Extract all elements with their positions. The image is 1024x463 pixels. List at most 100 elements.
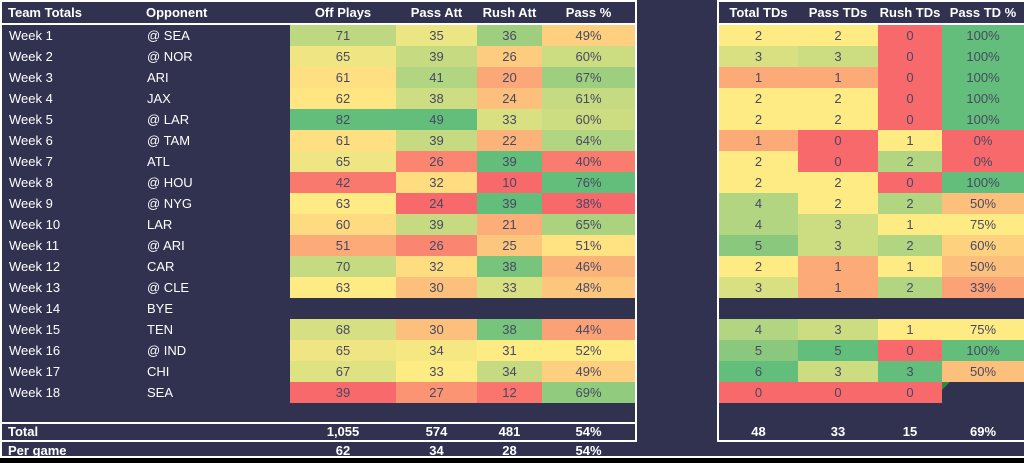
rush-att-cell[interactable]: 20 bbox=[477, 67, 542, 88]
header-pass-td-pct[interactable]: Pass TD % bbox=[949, 5, 1017, 20]
total-tds-cell[interactable]: 2 bbox=[719, 172, 798, 193]
pass-td-pct-cell[interactable]: 100% bbox=[942, 67, 1024, 88]
per-game-pass-pct-cell[interactable]: 54% bbox=[575, 443, 602, 458]
off-plays-cell[interactable]: 65 bbox=[290, 151, 396, 172]
week-label-cell[interactable]: Week 12 bbox=[9, 259, 61, 274]
rush-tds-cell[interactable]: 0 bbox=[878, 88, 942, 109]
rush-tds-cell[interactable]: 2 bbox=[878, 151, 942, 172]
pass-tds-cell[interactable]: 2 bbox=[798, 193, 878, 214]
rush-tds-cell[interactable]: 0 bbox=[878, 172, 942, 193]
pass-td-pct-cell[interactable]: 33% bbox=[942, 277, 1024, 298]
rush-att-cell[interactable]: 26 bbox=[477, 46, 542, 67]
pass-att-cell[interactable]: 30 bbox=[396, 319, 477, 340]
pass-td-pct-cell[interactable]: 50% bbox=[942, 361, 1024, 382]
pass-att-cell[interactable]: 30 bbox=[396, 277, 477, 298]
total-tds-cell[interactable]: 5 bbox=[719, 340, 798, 361]
opponent-cell[interactable]: ATL bbox=[147, 154, 170, 169]
week-label-cell[interactable]: Week 1 bbox=[9, 28, 53, 43]
pass-td-pct-cell[interactable]: 100% bbox=[942, 46, 1024, 67]
week-label-cell[interactable]: Week 9 bbox=[9, 196, 53, 211]
rush-att-cell[interactable]: 36 bbox=[477, 25, 542, 46]
opponent-cell[interactable]: @ IND bbox=[147, 343, 187, 358]
pass-pct-cell[interactable]: 51% bbox=[542, 235, 635, 256]
week-label-cell[interactable]: Week 15 bbox=[9, 322, 61, 337]
rush-tds-cell[interactable]: 2 bbox=[878, 235, 942, 256]
week-label-cell[interactable]: Week 4 bbox=[9, 91, 53, 106]
rush-att-cell[interactable]: 25 bbox=[477, 235, 542, 256]
pass-td-pct-cell[interactable]: 0% bbox=[942, 130, 1024, 151]
pass-att-cell[interactable]: 33 bbox=[396, 361, 477, 382]
total-pass-pct-cell[interactable]: 54% bbox=[575, 424, 602, 439]
total-off-plays-cell[interactable]: 1,055 bbox=[326, 424, 360, 439]
opponent-cell[interactable]: @ NYG bbox=[147, 196, 192, 211]
pass-tds-cell[interactable]: 3 bbox=[798, 46, 878, 67]
pass-pct-cell[interactable]: 49% bbox=[542, 361, 635, 382]
rush-tds-cell[interactable]: 1 bbox=[878, 214, 942, 235]
total-pass-tds-cell[interactable]: 33 bbox=[830, 424, 846, 439]
pass-tds-cell[interactable]: 3 bbox=[798, 319, 878, 340]
rush-tds-cell[interactable]: 1 bbox=[878, 256, 942, 277]
opponent-cell[interactable]: @ ARI bbox=[147, 238, 185, 253]
rush-att-cell[interactable]: 12 bbox=[477, 382, 542, 403]
opponent-cell[interactable]: BYE bbox=[147, 301, 174, 316]
total-rush-att-cell[interactable]: 481 bbox=[498, 424, 521, 439]
header-total-tds[interactable]: Total TDs bbox=[729, 5, 788, 20]
opponent-cell[interactable]: @ TAM bbox=[147, 133, 191, 148]
off-plays-cell[interactable]: 60 bbox=[290, 214, 396, 235]
pass-pct-cell[interactable]: 65% bbox=[542, 214, 635, 235]
total-label[interactable]: Total bbox=[8, 424, 39, 439]
pass-att-cell[interactable]: 39 bbox=[396, 130, 477, 151]
pass-tds-cell[interactable]: 1 bbox=[798, 256, 878, 277]
rush-tds-cell[interactable]: 2 bbox=[878, 193, 942, 214]
pass-pct-cell[interactable]: 52% bbox=[542, 340, 635, 361]
pass-pct-cell[interactable]: 69% bbox=[542, 382, 635, 403]
off-plays-cell[interactable]: 70 bbox=[290, 256, 396, 277]
pass-td-pct-cell[interactable]: 50% bbox=[942, 193, 1024, 214]
pass-td-pct-cell[interactable]: 60% bbox=[942, 235, 1024, 256]
off-plays-cell[interactable]: 61 bbox=[290, 130, 396, 151]
pass-td-pct-cell[interactable]: 75% bbox=[942, 214, 1024, 235]
opponent-cell[interactable]: @ SEA bbox=[147, 28, 190, 43]
pass-tds-cell[interactable]: 1 bbox=[798, 277, 878, 298]
total-rush-tds-cell[interactable]: 15 bbox=[902, 424, 918, 439]
pass-pct-cell[interactable]: 44% bbox=[542, 319, 635, 340]
week-label-cell[interactable]: Week 7 bbox=[9, 154, 53, 169]
week-label-cell[interactable]: Week 5 bbox=[9, 112, 53, 127]
per-game-off-plays-cell[interactable]: 62 bbox=[335, 443, 351, 458]
total-tds-cell[interactable]: 2 bbox=[719, 88, 798, 109]
pass-tds-cell[interactable]: 0 bbox=[798, 151, 878, 172]
off-plays-cell[interactable]: 51 bbox=[290, 235, 396, 256]
pass-td-pct-cell[interactable]: 100% bbox=[942, 88, 1024, 109]
pass-pct-cell[interactable]: 48% bbox=[542, 277, 635, 298]
header-pass-att[interactable]: Pass Att bbox=[410, 5, 463, 20]
week-label-cell[interactable]: Week 17 bbox=[9, 364, 61, 379]
total-total-tds-cell[interactable]: 48 bbox=[751, 424, 766, 439]
rush-tds-cell[interactable]: 0 bbox=[878, 382, 942, 403]
rush-tds-cell[interactable]: 0 bbox=[878, 67, 942, 88]
opponent-cell[interactable]: CAR bbox=[147, 259, 175, 274]
rush-att-cell[interactable]: 38 bbox=[477, 256, 542, 277]
pass-att-cell[interactable]: 32 bbox=[396, 256, 477, 277]
pass-tds-cell[interactable]: 3 bbox=[798, 361, 878, 382]
week-label-cell[interactable]: Week 13 bbox=[9, 280, 61, 295]
pass-tds-cell[interactable]: 3 bbox=[798, 214, 878, 235]
header-off-plays[interactable]: Off Plays bbox=[314, 5, 372, 20]
off-plays-cell[interactable]: 65 bbox=[290, 340, 396, 361]
opponent-cell[interactable]: @ CLE bbox=[147, 280, 190, 295]
pass-pct-cell[interactable]: 76% bbox=[542, 172, 635, 193]
pass-pct-cell[interactable]: 61% bbox=[542, 88, 635, 109]
pass-td-pct-cell[interactable]: 100% bbox=[942, 340, 1024, 361]
per-game-label[interactable]: Per game bbox=[8, 443, 67, 458]
rush-tds-cell[interactable]: 0 bbox=[878, 25, 942, 46]
rush-att-cell[interactable]: 39 bbox=[477, 193, 542, 214]
pass-td-pct-cell[interactable]: 100% bbox=[942, 172, 1024, 193]
rush-att-cell[interactable]: 39 bbox=[477, 151, 542, 172]
rush-att-cell[interactable]: 10 bbox=[477, 172, 542, 193]
off-plays-cell[interactable]: 71 bbox=[290, 25, 396, 46]
per-game-rush-att-cell[interactable]: 28 bbox=[502, 443, 517, 458]
header-opponent[interactable]: Opponent bbox=[146, 5, 208, 20]
total-tds-cell[interactable]: 4 bbox=[719, 319, 798, 340]
pass-tds-cell[interactable] bbox=[798, 298, 878, 319]
pass-pct-cell[interactable]: 49% bbox=[542, 25, 635, 46]
rush-tds-cell[interactable]: 0 bbox=[878, 109, 942, 130]
